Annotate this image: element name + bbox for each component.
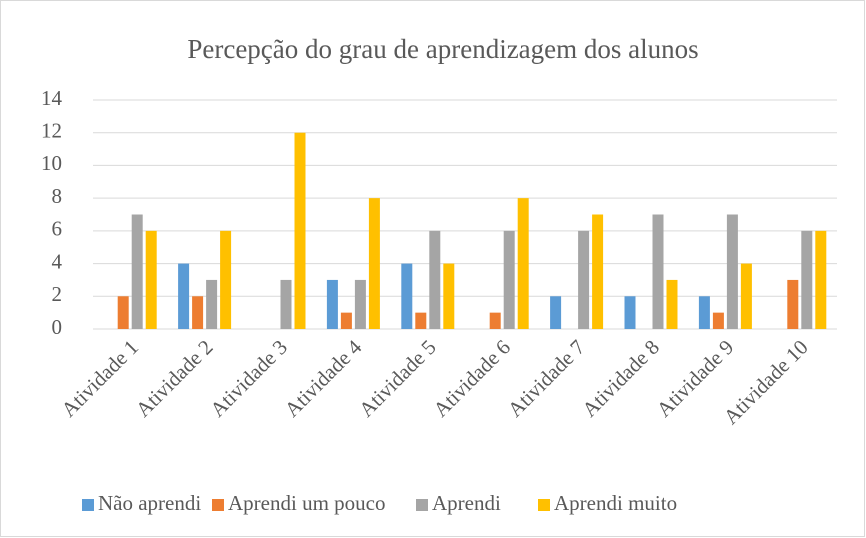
legend-label: Aprendi muito <box>554 491 677 515</box>
bar <box>145 230 157 329</box>
bar <box>192 296 204 329</box>
bar <box>340 312 352 329</box>
bar <box>220 230 232 329</box>
bar <box>280 279 292 329</box>
bar <box>294 132 306 329</box>
bar <box>624 296 636 329</box>
legend-swatch <box>212 499 224 511</box>
bar <box>698 296 710 329</box>
legend-swatch <box>416 499 428 511</box>
y-tick-label: 14 <box>41 86 63 110</box>
y-tick-label: 8 <box>52 184 63 208</box>
legend-swatch <box>82 499 94 511</box>
bar <box>489 312 501 329</box>
bar <box>131 214 143 329</box>
bar <box>712 312 724 329</box>
bar <box>801 230 813 329</box>
bar <box>517 198 529 329</box>
legend-label: Aprendi um pouco <box>228 491 385 515</box>
bar <box>368 198 380 329</box>
bar <box>354 279 366 329</box>
chart-title: Percepção do grau de aprendizagem dos al… <box>187 34 698 64</box>
bar <box>666 279 678 329</box>
bar <box>443 263 455 329</box>
bar <box>592 214 604 329</box>
bar <box>815 230 827 329</box>
bar <box>206 279 218 329</box>
y-tick-label: 4 <box>52 249 63 273</box>
bar <box>326 279 338 329</box>
y-tick-label: 12 <box>41 119 62 143</box>
bar <box>550 296 562 329</box>
legend-label: Não aprendi <box>98 491 201 515</box>
bar <box>429 230 441 329</box>
bar <box>178 263 190 329</box>
y-tick-label: 0 <box>52 315 63 339</box>
bar <box>503 230 515 329</box>
bar <box>652 214 664 329</box>
legend-label: Aprendi <box>432 491 501 515</box>
y-tick-label: 10 <box>41 151 62 175</box>
bar <box>726 214 738 329</box>
bar <box>401 263 413 329</box>
bar <box>740 263 752 329</box>
y-tick-label: 6 <box>52 217 63 241</box>
y-tick-label: 2 <box>52 282 63 306</box>
bar <box>415 312 427 329</box>
bar <box>578 230 590 329</box>
bar <box>787 279 799 329</box>
legend-swatch <box>538 499 550 511</box>
bar <box>117 296 129 329</box>
